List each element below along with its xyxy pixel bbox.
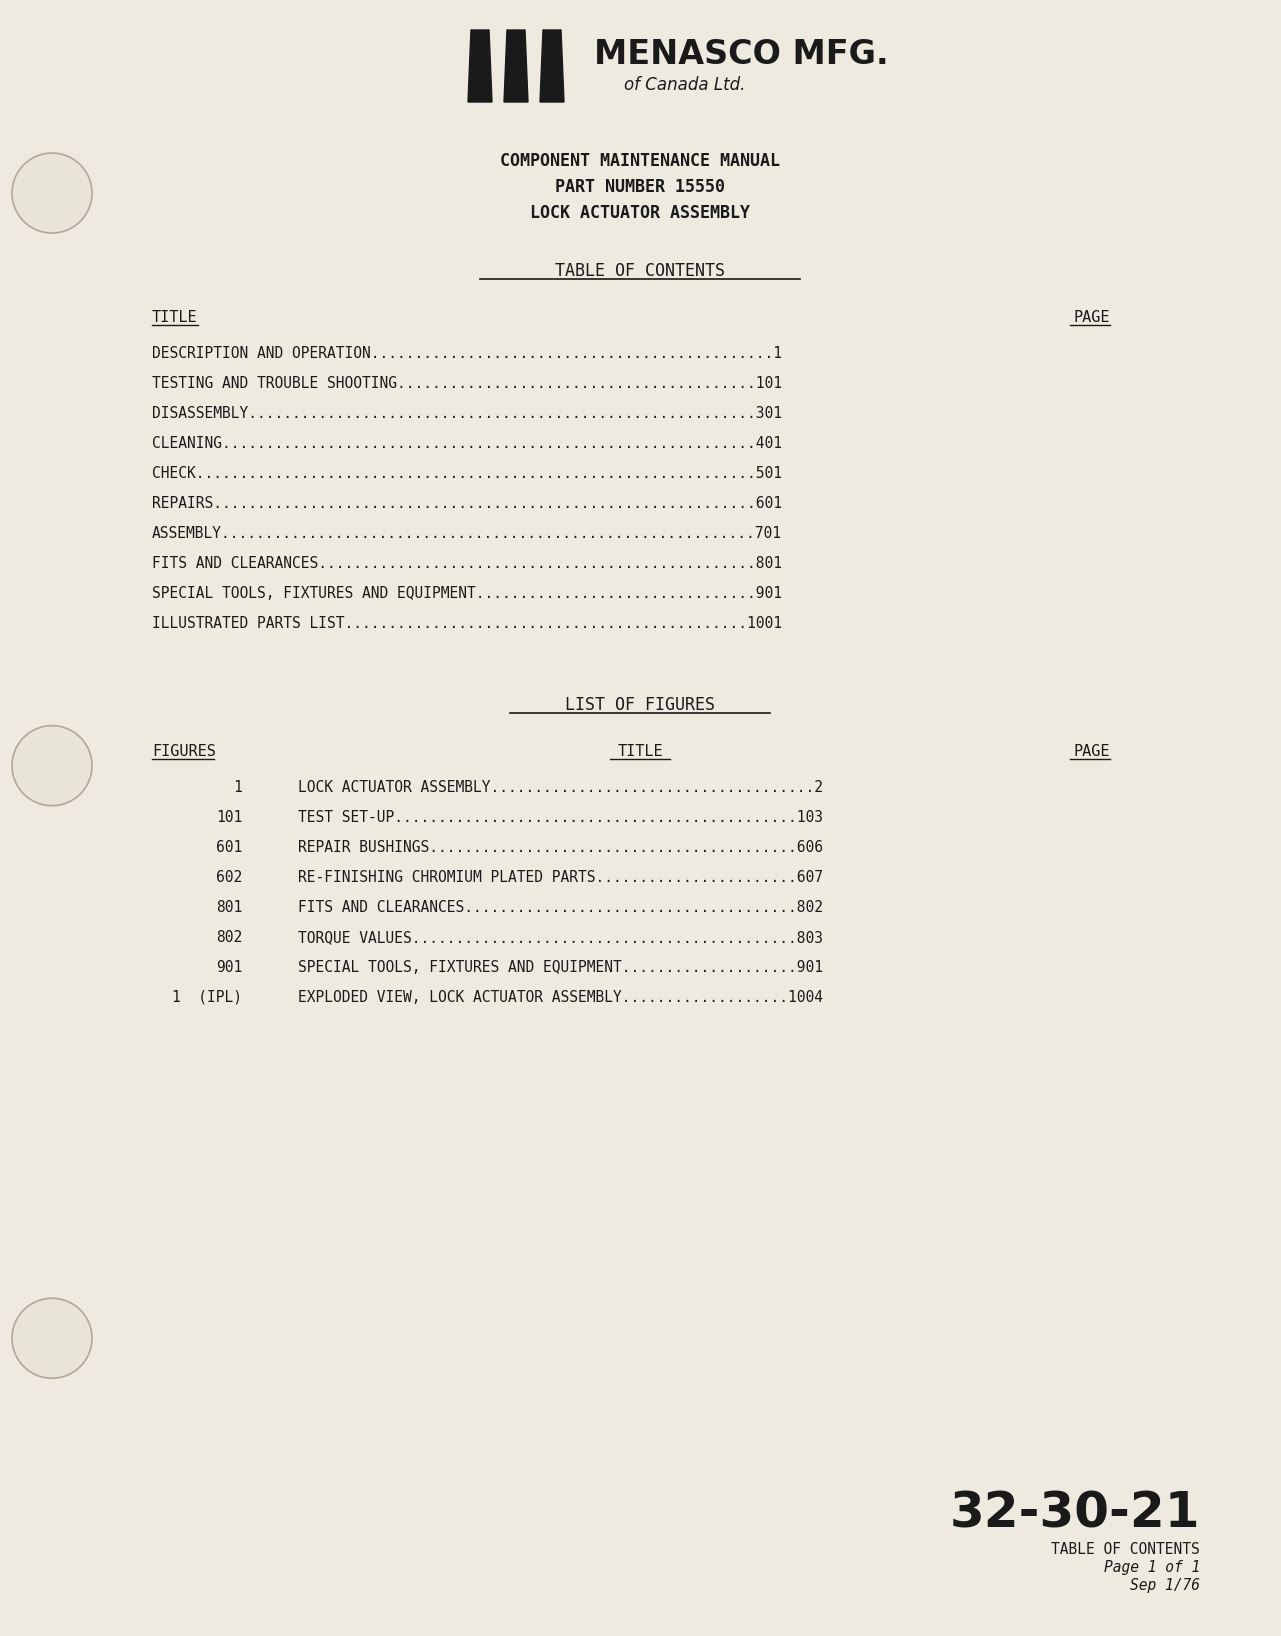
Text: 901: 901 <box>215 960 242 975</box>
Text: PART NUMBER 15550: PART NUMBER 15550 <box>555 178 725 196</box>
Circle shape <box>12 726 92 805</box>
Text: 1: 1 <box>233 780 242 795</box>
Text: COMPONENT MAINTENANCE MANUAL: COMPONENT MAINTENANCE MANUAL <box>500 152 780 170</box>
Text: FIGURES: FIGURES <box>152 744 216 759</box>
Text: TEST SET-UP..............................................103: TEST SET-UP.............................… <box>298 810 822 825</box>
Text: Page 1 of 1: Page 1 of 1 <box>1104 1561 1200 1575</box>
Text: CLEANING.............................................................401: CLEANING................................… <box>152 437 781 452</box>
Text: MENASCO MFG.: MENASCO MFG. <box>594 38 889 70</box>
Text: SPECIAL TOOLS, FIXTURES AND EQUIPMENT....................901: SPECIAL TOOLS, FIXTURES AND EQUIPMENT...… <box>298 960 822 975</box>
Text: of Canada Ltd.: of Canada Ltd. <box>624 75 746 93</box>
Text: TABLE OF CONTENTS: TABLE OF CONTENTS <box>1052 1543 1200 1557</box>
Text: LOCK ACTUATOR ASSEMBLY.....................................2: LOCK ACTUATOR ASSEMBLY..................… <box>298 780 822 795</box>
Text: DESCRIPTION AND OPERATION..............................................1: DESCRIPTION AND OPERATION...............… <box>152 345 781 362</box>
Text: TITLE: TITLE <box>617 744 662 759</box>
Text: TITLE: TITLE <box>152 309 197 326</box>
Circle shape <box>12 154 92 232</box>
Polygon shape <box>468 29 492 101</box>
Text: RE-FINISHING CHROMIUM PLATED PARTS.......................607: RE-FINISHING CHROMIUM PLATED PARTS......… <box>298 870 822 885</box>
Text: TABLE OF CONTENTS: TABLE OF CONTENTS <box>555 262 725 280</box>
Polygon shape <box>503 29 528 101</box>
Text: REPAIRS..............................................................601: REPAIRS.................................… <box>152 496 781 510</box>
Text: FITS AND CLEARANCES..................................................801: FITS AND CLEARANCES.....................… <box>152 556 781 571</box>
Text: Sep 1/76: Sep 1/76 <box>1130 1579 1200 1593</box>
Text: 802: 802 <box>215 929 242 946</box>
Text: ASSEMBLY.............................................................701: ASSEMBLY................................… <box>152 527 781 542</box>
Text: LOCK ACTUATOR ASSEMBLY: LOCK ACTUATOR ASSEMBLY <box>530 204 749 222</box>
Text: TORQUE VALUES............................................803: TORQUE VALUES...........................… <box>298 929 822 946</box>
Text: EXPLODED VIEW, LOCK ACTUATOR ASSEMBLY...................1004: EXPLODED VIEW, LOCK ACTUATOR ASSEMBLY...… <box>298 990 822 1005</box>
Text: CHECK................................................................501: CHECK...................................… <box>152 466 781 481</box>
Text: FITS AND CLEARANCES......................................802: FITS AND CLEARANCES.....................… <box>298 900 822 915</box>
Circle shape <box>12 1299 92 1378</box>
Text: 1  (IPL): 1 (IPL) <box>172 990 242 1005</box>
Text: SPECIAL TOOLS, FIXTURES AND EQUIPMENT................................901: SPECIAL TOOLS, FIXTURES AND EQUIPMENT...… <box>152 586 781 600</box>
Text: 32-30-21: 32-30-21 <box>949 1490 1200 1538</box>
Text: ILLUSTRATED PARTS LIST..............................................1001: ILLUSTRATED PARTS LIST..................… <box>152 617 781 631</box>
Text: LIST OF FIGURES: LIST OF FIGURES <box>565 695 715 713</box>
Text: TESTING AND TROUBLE SHOOTING.........................................101: TESTING AND TROUBLE SHOOTING............… <box>152 376 781 391</box>
Polygon shape <box>541 29 564 101</box>
Text: PAGE: PAGE <box>1073 309 1111 326</box>
Text: 602: 602 <box>215 870 242 885</box>
Text: DISASSEMBLY..........................................................301: DISASSEMBLY.............................… <box>152 406 781 420</box>
Text: PAGE: PAGE <box>1073 744 1111 759</box>
Text: 801: 801 <box>215 900 242 915</box>
Text: 601: 601 <box>215 839 242 856</box>
Text: REPAIR BUSHINGS..........................................606: REPAIR BUSHINGS.........................… <box>298 839 822 856</box>
Text: 101: 101 <box>215 810 242 825</box>
